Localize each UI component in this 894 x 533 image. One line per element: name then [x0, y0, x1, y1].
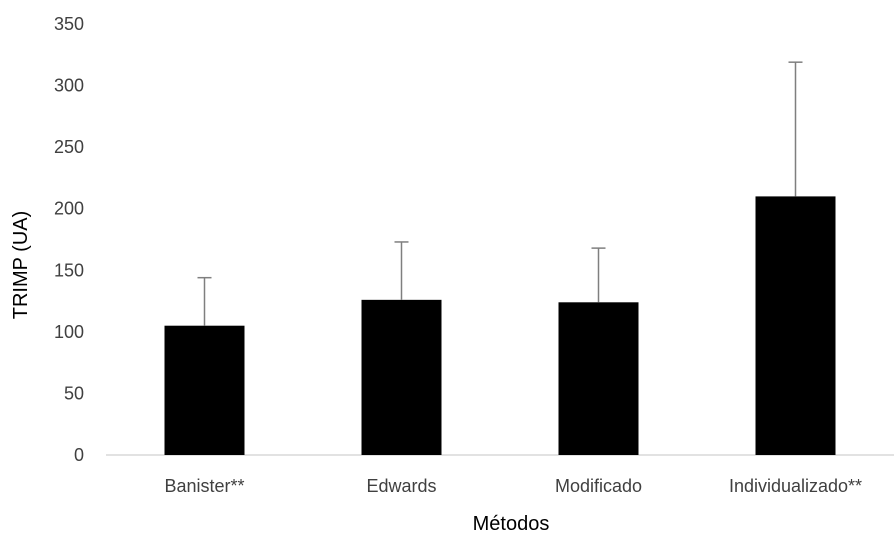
x-axis-title: Métodos — [473, 513, 550, 533]
x-tick-label: Modificado — [555, 476, 642, 496]
x-axis-ticks: Banister** Edwards Modificado Individualiza… — [164, 476, 862, 496]
y-tick-label: 300 — [54, 76, 84, 96]
y-tick-label: 250 — [54, 137, 84, 157]
x-tick-label: Individualizado** — [729, 476, 862, 496]
bar — [164, 325, 245, 455]
y-tick-label: 350 — [54, 14, 84, 34]
y-tick-label: 100 — [54, 322, 84, 342]
x-tick-label: Banister** — [164, 476, 244, 496]
y-tick-label: 200 — [54, 199, 84, 219]
x-tick-label: Edwards — [366, 476, 436, 496]
bar — [755, 196, 836, 455]
y-axis-ticks: 0 50 100 150 200 250 300 350 — [54, 14, 84, 465]
bar — [558, 302, 639, 455]
error-bars-group — [197, 61, 803, 326]
y-tick-label: 150 — [54, 260, 84, 280]
bar — [361, 299, 442, 455]
y-axis-title: TRIMP (UA) — [10, 211, 32, 320]
y-tick-label: 50 — [64, 383, 84, 403]
bars-group — [164, 196, 836, 455]
y-tick-label: 0 — [74, 445, 84, 465]
